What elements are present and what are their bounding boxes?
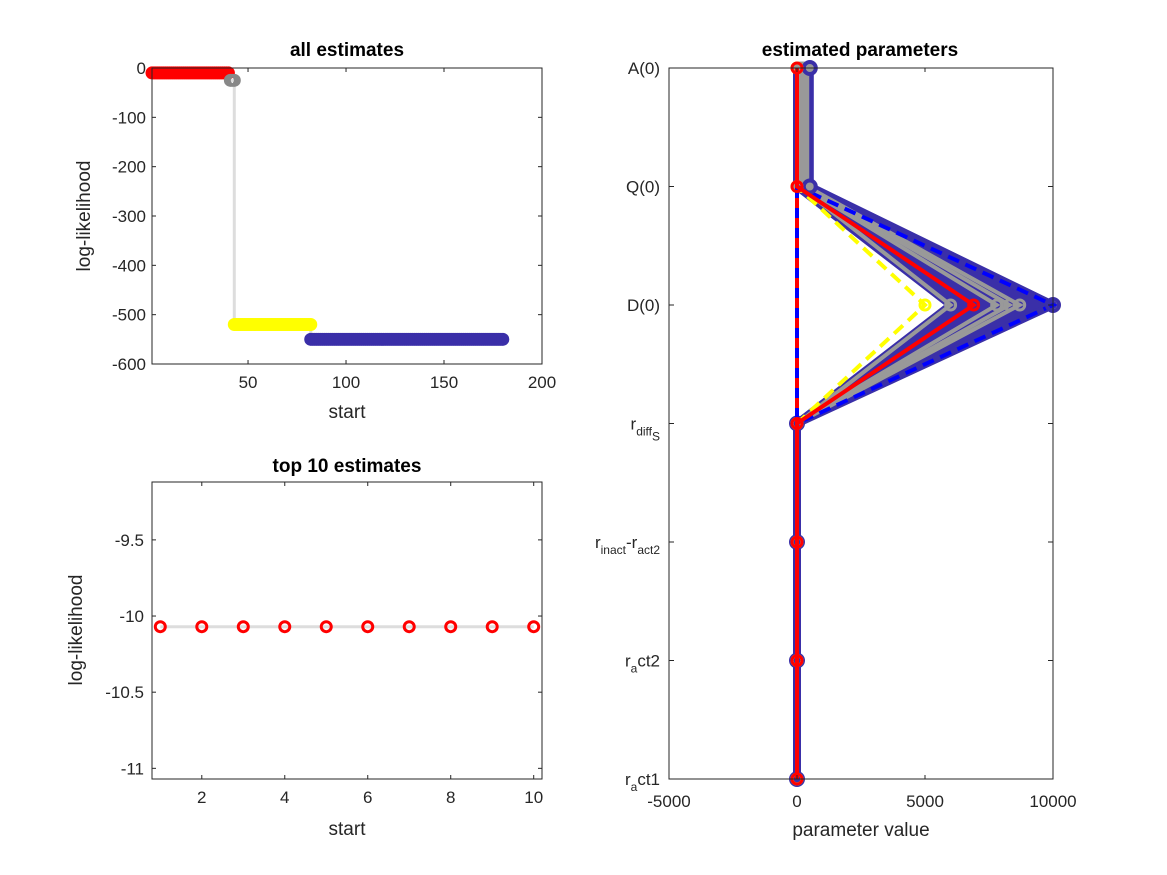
top-estimates-point [319,620,333,634]
parameters-ytick-label: D(0) [627,296,660,315]
parameters-ytick-label: rdiffS [631,415,660,444]
all-estimates-ytick-label: -100 [112,108,146,127]
top-estimates-xlabel: start [329,819,367,840]
all-estimates-point-s1 [227,73,241,87]
parameters-band [793,64,1057,783]
all-estimates-xtick-label: 200 [528,373,556,392]
parameters-red-marker [790,417,804,430]
top-estimates-point [153,620,167,634]
all-estimates-connector [152,71,503,341]
all-estimates-ticks: 50 100 150 200 0 -100 -200 -300 -400 -500 -600 [112,59,556,392]
top-estimates-point [361,620,375,634]
all-estimates-ytick-label: -600 [112,355,146,374]
all-estimates-xtick-label: 50 [239,373,258,392]
top-estimates-xtick-label: 10 [524,788,543,807]
estimated-parameters-data [789,60,1061,787]
parameters-red-line [795,68,978,779]
parameters-xtick-label: -5000 [647,792,690,811]
top-estimates-ytick-label: -9.5 [115,531,144,550]
parameters-red-marker [790,654,804,667]
parameters-ytick-label: A(0) [628,59,660,78]
parameters-ytick-label: Q(0) [626,178,660,197]
all-estimates-ytick-label: -500 [112,306,146,325]
all-estimates-data [145,66,510,346]
top-estimates-ylabel: log-likelihood [66,575,87,686]
all-estimates-xlabel: start [329,402,367,423]
top-estimates-title: top 10 estimates [273,456,422,477]
estimated-parameters-title: estimated parameters [762,40,958,61]
parameters-band-marker [801,178,818,195]
parameters-xtick-label: 10000 [1029,792,1076,811]
parameters-gray-line [795,68,954,779]
parameters-xtick-label: 5000 [906,792,944,811]
top-estimates-point [236,620,250,634]
top-estimates-ytick-label: -10 [119,607,144,626]
parameters-ytick-label: ract2 [625,652,660,676]
top-estimates-point [402,620,416,634]
top-estimates-xtick-label: 6 [363,788,372,807]
top-estimates-point [527,620,541,634]
parameters-ytick-label: ract1 [625,770,660,794]
parameters-red-marker [790,180,804,193]
all-estimates-ytick-label: 0 [137,59,146,78]
all-estimates-xtick-label: 150 [430,373,458,392]
top-estimates-xtick-label: 8 [446,788,455,807]
top-estimates-data [153,620,541,634]
estimated-parameters-frame [668,67,1054,780]
all-estimates-ytick-label: -200 [112,158,146,177]
parameters-gray-line [795,68,1014,779]
parameters-blue-dashed-line [795,68,1058,779]
top-estimates-axes: top 10 estimates 2 4 6 8 10 -9.5 -10 -10.5 -11 s… [66,456,543,840]
parameters-xtick-label: 0 [792,792,801,811]
top-estimates-point [195,620,209,634]
all-estimates-xtick-label: 100 [332,373,360,392]
parameters-gray-marker [1002,298,1016,312]
top-estimates-xtick-label: 2 [197,788,206,807]
parameters-red-marker [967,298,981,312]
parameters-gray-line [795,68,1024,779]
estimated-parameters-axes: estimated parameters -5000 0 5000 10000 A(0)… [595,40,1077,841]
parameters-gray-marker [990,298,1004,312]
parameters-yellow-dashed-line [795,68,928,779]
all-estimates-ytick-label: -300 [112,207,146,226]
parameters-gray-marker [944,298,958,312]
all-estimates-axes: all estimates 50 100 150 200 0 -100 -200 -300 -4… [74,40,556,423]
all-estimates-ytick-label: -400 [112,256,146,275]
top-estimates-point [485,620,499,634]
estimated-parameters-ticks: -5000 0 5000 10000 A(0) Q(0) D(0) rdiffS rinact-… [595,59,1077,811]
top-estimates-ytick-label: -11 [121,759,144,778]
top-estimates-frame [151,481,543,780]
top-estimates-xtick-label: 4 [280,788,289,807]
parameters-ytick-label: rinact-ract2 [595,533,660,557]
estimated-parameters-xlabel: parameter value [792,820,929,841]
top-estimates-point [278,620,292,634]
all-estimates-frame [151,67,543,365]
top-estimates-point [444,620,458,634]
all-estimates-title: all estimates [290,40,404,61]
parameters-yellow-marker [918,298,932,312]
all-estimates-ylabel: log-likelihood [74,161,95,272]
all-estimates-point-s3 [496,332,510,346]
parameters-red-marker [790,535,804,549]
parameters-gray-line [795,68,1001,779]
top-estimates-ticks: 2 4 6 8 10 -9.5 -10 -10.5 -11 [105,482,543,807]
all-estimates-point-s2 [304,318,318,332]
top-estimates-ytick-label: -10.5 [105,683,144,702]
